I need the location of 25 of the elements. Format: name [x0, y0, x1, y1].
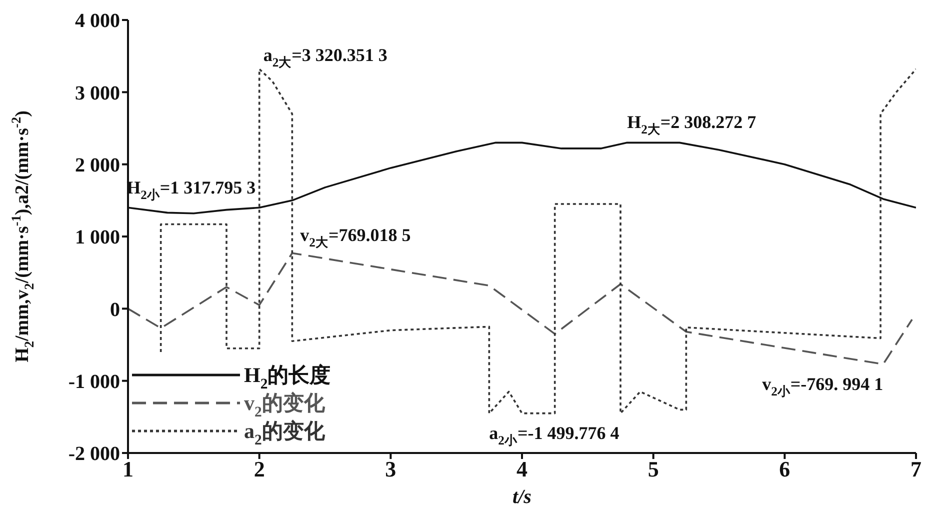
x-tick-label: 2 — [254, 456, 265, 482]
annotation: a$_{2小}$=-1 499.776 4 — [489, 422, 620, 448]
y-tick-label: 1 000 — [75, 226, 120, 249]
line-series — [128, 252, 913, 366]
y-tick-label: 4 000 — [75, 10, 120, 32]
text: a$_{2}$的变化 — [244, 419, 326, 448]
x-tick-label: 1 — [122, 456, 134, 482]
text: H$_{2}$的长度 — [244, 363, 331, 392]
annotation: a$_{2大}$=3 320.351 3 — [263, 45, 388, 70]
annotation: v$_{2大}$=769.018 5 — [300, 225, 411, 250]
x-axis-title: t/s — [512, 486, 532, 508]
annotation: v$_{2小}$=-769. 994 1 — [762, 374, 884, 399]
line-series — [160, 68, 916, 414]
text: v$_{2}$的变化 — [244, 391, 326, 420]
x-tick-label: 3 — [385, 456, 396, 482]
y-tick-label: -2 000 — [68, 443, 120, 466]
y-tick-label: 0 — [110, 298, 120, 321]
x-tick-label: 7 — [910, 456, 922, 482]
x-tick-label: 6 — [779, 456, 790, 482]
x-tick-label: 4 — [516, 456, 528, 482]
annotation: H$_{2大}$=2 308.272 7 — [627, 112, 756, 137]
y-tick-label: 2 000 — [75, 154, 120, 176]
y-tick-label: -1 000 — [68, 370, 120, 393]
x-tick-label: 5 — [648, 456, 659, 482]
y-tick-label: 3 000 — [75, 82, 120, 104]
